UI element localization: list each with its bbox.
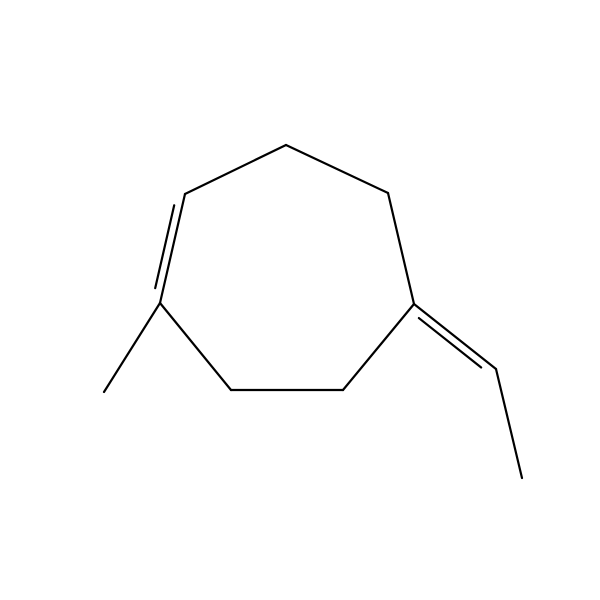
bond-line — [286, 145, 388, 193]
bond-line — [496, 369, 522, 478]
bond-line — [343, 304, 414, 390]
bond-line — [388, 193, 414, 304]
bond-line — [185, 145, 286, 194]
bond-line — [160, 303, 231, 390]
bond-line — [414, 304, 496, 369]
bond-line — [419, 318, 481, 367]
chemical-structure-canvas — [0, 0, 600, 600]
bond-line — [104, 303, 160, 392]
bond-line — [155, 205, 174, 288]
